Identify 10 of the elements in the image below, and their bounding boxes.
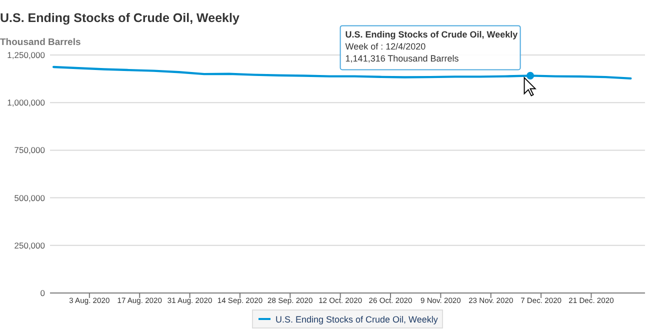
- y-axis-title: Thousand Barrels: [0, 37, 81, 48]
- legend-label: U.S. Ending Stocks of Crude Oil, Weekly: [276, 314, 438, 324]
- y-tick-label: 250,000: [14, 240, 46, 250]
- chart-title: U.S. Ending Stocks of Crude Oil, Weekly: [0, 11, 240, 25]
- y-tick-label: 0: [40, 288, 46, 298]
- y-tick-label: 750,000: [14, 145, 46, 156]
- annotation: U.S. Ending Stocks of Crude Oil, Weekly Week of : 12/4/2020 1,141,316 Thousand Barrels: [345, 30, 518, 64]
- y-tick-label: 1,000,000: [7, 98, 46, 108]
- y-tick-label: 500,000: [14, 192, 46, 203]
- y-tick-label: 1,250,000: [7, 50, 46, 60]
